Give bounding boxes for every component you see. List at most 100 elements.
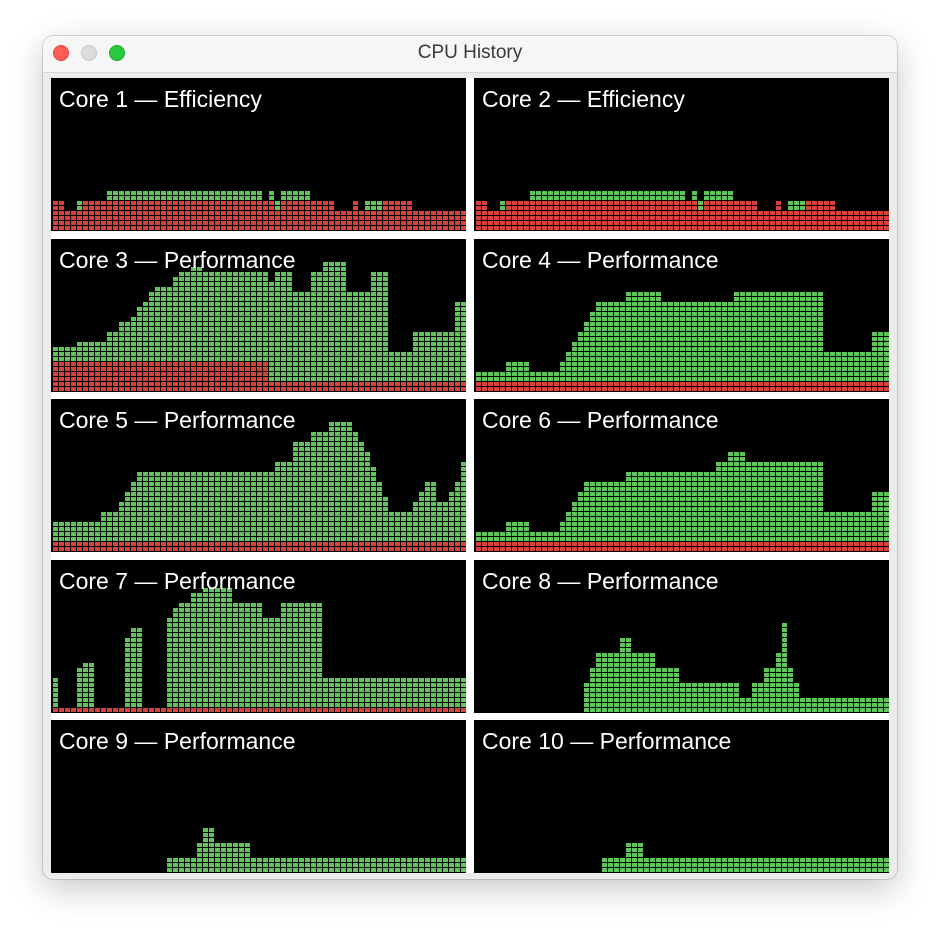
- bar: [95, 708, 100, 712]
- bar: [275, 858, 280, 872]
- bar: [77, 342, 82, 391]
- bar: [143, 302, 148, 391]
- bar: [191, 191, 196, 230]
- bar: [353, 201, 358, 230]
- bar: [407, 201, 412, 230]
- bar: [341, 211, 346, 230]
- bar: [872, 858, 877, 872]
- bar: [395, 858, 400, 872]
- bar: [197, 593, 202, 712]
- bar: [596, 191, 601, 230]
- bar: [716, 302, 721, 391]
- bar: [620, 638, 625, 712]
- bar: [53, 678, 58, 712]
- bar: [734, 858, 739, 872]
- bar: [548, 532, 553, 551]
- bar: [449, 211, 454, 230]
- bar: [185, 603, 190, 712]
- bar: [620, 302, 625, 391]
- bar: [584, 683, 589, 712]
- bar: [407, 858, 412, 872]
- bar: [335, 858, 340, 872]
- bar: [185, 472, 190, 551]
- bar: [155, 287, 160, 391]
- bar: [638, 653, 643, 712]
- bar: [722, 462, 727, 551]
- bar: [305, 292, 310, 391]
- bar: [536, 191, 541, 230]
- bar: [878, 698, 883, 712]
- bar: [383, 858, 388, 872]
- close-button[interactable]: [53, 45, 69, 61]
- bar: [680, 683, 685, 712]
- bar: [179, 858, 184, 872]
- bar: [740, 858, 745, 872]
- bar: [401, 512, 406, 551]
- bar: [203, 272, 208, 391]
- bar: [89, 522, 94, 551]
- bar: [167, 618, 172, 712]
- bar: [878, 492, 883, 551]
- bar: [293, 292, 298, 391]
- bar: [854, 858, 859, 872]
- bar: [365, 678, 370, 712]
- bar: [101, 708, 106, 712]
- bar: [233, 191, 238, 230]
- bar: [776, 292, 781, 391]
- bar: [359, 442, 364, 551]
- core-2-bars: [476, 191, 889, 230]
- bar: [866, 858, 871, 872]
- bar: [494, 372, 499, 391]
- bar: [842, 698, 847, 712]
- bar: [842, 858, 847, 872]
- bar: [449, 492, 454, 551]
- bar: [698, 858, 703, 872]
- bar: [293, 603, 298, 712]
- bar: [602, 858, 607, 872]
- bar: [650, 858, 655, 872]
- bar: [608, 482, 613, 551]
- bar: [740, 452, 745, 551]
- bar: [842, 211, 847, 230]
- bar: [59, 708, 64, 712]
- zoom-button[interactable]: [109, 45, 125, 61]
- bar: [704, 472, 709, 551]
- bar: [668, 668, 673, 712]
- bar: [173, 277, 178, 391]
- title-bar[interactable]: CPU History: [43, 36, 897, 73]
- bar: [113, 191, 118, 230]
- bar: [347, 211, 352, 230]
- bar: [674, 668, 679, 712]
- bar: [461, 302, 466, 391]
- bar: [692, 302, 697, 391]
- bar: [788, 292, 793, 391]
- bar: [848, 512, 853, 551]
- bar: [287, 272, 292, 391]
- bar: [305, 442, 310, 551]
- bar: [866, 352, 871, 391]
- bar: [431, 482, 436, 551]
- bar: [782, 211, 787, 230]
- bar: [299, 858, 304, 872]
- bar: [269, 191, 274, 230]
- bar: [620, 191, 625, 230]
- bar: [518, 362, 523, 391]
- bar: [281, 272, 286, 391]
- bar: [347, 292, 352, 391]
- bar: [89, 663, 94, 712]
- bar: [782, 623, 787, 712]
- bar: [680, 191, 685, 230]
- bar: [407, 678, 412, 712]
- bar: [251, 858, 256, 872]
- bar: [632, 191, 637, 230]
- bar: [239, 603, 244, 712]
- bar: [65, 522, 70, 551]
- bar: [263, 618, 268, 712]
- core-8-bars: [584, 623, 889, 712]
- bar: [263, 201, 268, 230]
- bar: [257, 858, 262, 872]
- bar: [437, 502, 442, 551]
- bar: [848, 858, 853, 872]
- minimize-button[interactable]: [81, 45, 97, 61]
- bar: [371, 467, 376, 551]
